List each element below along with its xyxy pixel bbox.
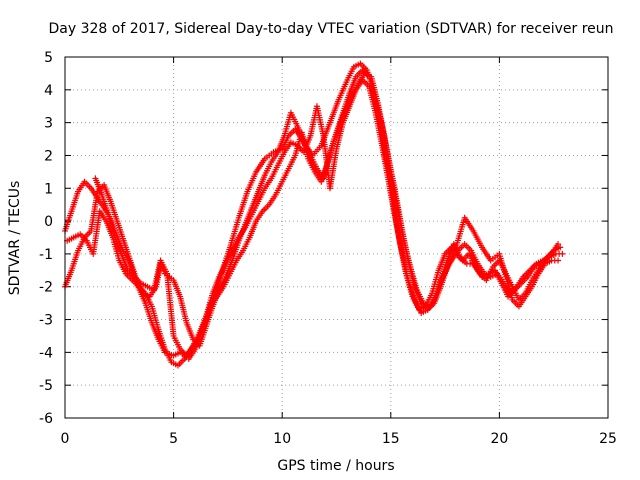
x-axis-label: GPS time / hours [277,458,394,474]
y-tick-label: -6 [39,411,53,427]
chart-title: Day 328 of 2017, Sidereal Day-to-day VTE… [48,21,613,37]
y-tick-label: 2 [44,148,53,164]
data-point [555,257,562,264]
plot-frame [64,56,609,419]
x-tick-label: 5 [169,431,178,447]
y-tick-label: 4 [44,83,53,99]
x-tick-label: 20 [490,431,508,447]
y-tick-label: 3 [44,116,53,132]
data-point [557,244,564,251]
y-tick-label: -5 [39,378,53,394]
y-tick-label: -4 [39,345,53,361]
x-tick-label: 15 [382,431,400,447]
data-point [555,241,562,248]
data-point [559,250,566,257]
x-tick-label: 10 [273,431,291,447]
tick-labels: 0 5 10 15 20 25 -6 -5 -4 -3 -2 -1 0 1 2 3 4 5 [39,50,617,447]
y-tick-label: -3 [39,313,53,329]
y-axis-label: SDTVAR / TECUs [7,181,23,296]
y-tick-label: 5 [44,50,53,66]
grid-lines [65,57,608,418]
data-points [62,60,566,369]
y-tick-label: 1 [44,181,53,197]
x-tick-label: 0 [61,431,70,447]
x-tick-label: 25 [599,431,617,447]
y-tick-label: -2 [39,280,53,296]
y-tick-label: 0 [44,214,53,230]
y-tick-label: -1 [39,247,53,263]
